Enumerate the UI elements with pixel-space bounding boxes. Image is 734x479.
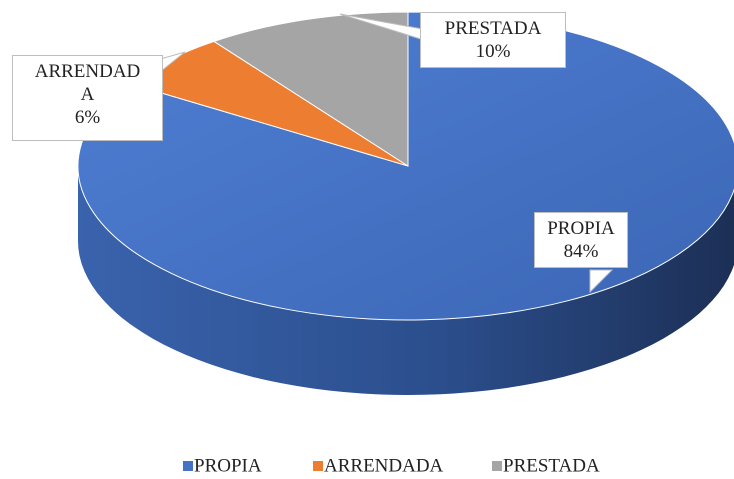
data-label-value: 10%	[475, 41, 511, 62]
data-label-value: 6%	[74, 107, 101, 128]
data-label-category: PROPIA	[547, 218, 615, 239]
data-label: PROPIA 84%	[534, 212, 628, 268]
data-label: PRESTADA 10%	[420, 12, 566, 68]
pie-side	[78, 166, 734, 395]
legend-swatch	[183, 461, 193, 471]
data-label: ARRENDADA 6%	[12, 55, 163, 141]
data-label-value: 84%	[563, 241, 599, 262]
legend-swatch	[313, 461, 323, 471]
pie-slice	[212, 11, 409, 167]
data-label-category: PRESTADA	[444, 18, 542, 39]
legend-label: PROPIA	[194, 455, 262, 476]
legend-label: PRESTADA	[503, 455, 600, 476]
legend-swatch	[492, 461, 502, 471]
legend-label: ARRENDADA	[324, 455, 444, 476]
data-label-category: ARRENDADA	[34, 61, 141, 105]
callout-pointer	[589, 269, 614, 294]
